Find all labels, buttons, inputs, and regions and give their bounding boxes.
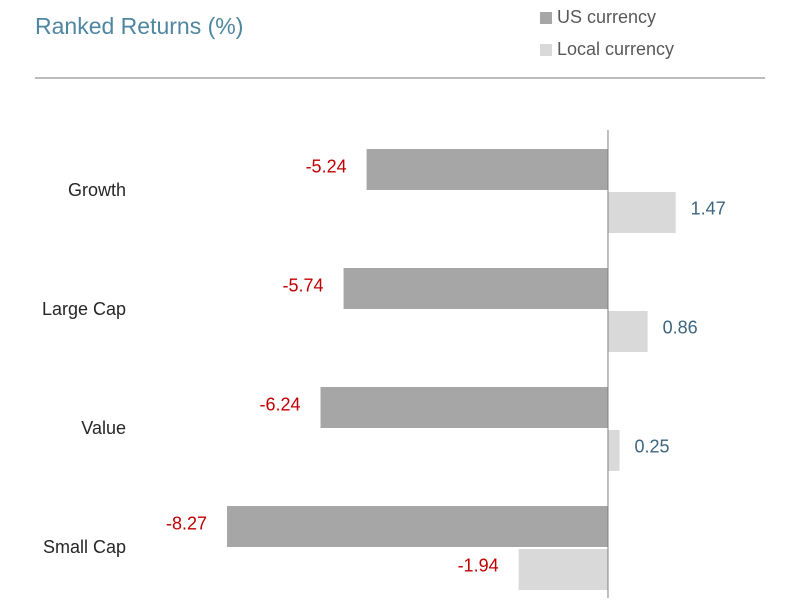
category-label: Large Cap [42,299,126,319]
value-label: 0.25 [634,436,669,456]
value-label: 1.47 [691,198,726,218]
value-label: -5.24 [306,156,347,176]
bar [607,430,620,471]
value-label: -6.24 [260,394,301,414]
legend-swatch [540,44,552,56]
value-label: 0.86 [663,317,698,337]
bar [343,268,608,309]
value-label: -1.94 [458,555,499,575]
bar [607,192,676,233]
bar [320,387,608,428]
value-label: -8.27 [166,513,207,533]
legend-swatch [540,12,552,24]
category-label: Small Cap [43,537,126,557]
chart-title: Ranked Returns (%) [35,13,243,39]
value-label: -5.74 [283,275,324,295]
bar [366,149,608,190]
bar [227,506,608,547]
category-label: Value [81,418,126,438]
bar [518,549,608,590]
legend-label: US currency [557,7,656,27]
category-label: Growth [68,180,126,200]
bar [607,311,648,352]
legend-label: Local currency [557,39,674,59]
